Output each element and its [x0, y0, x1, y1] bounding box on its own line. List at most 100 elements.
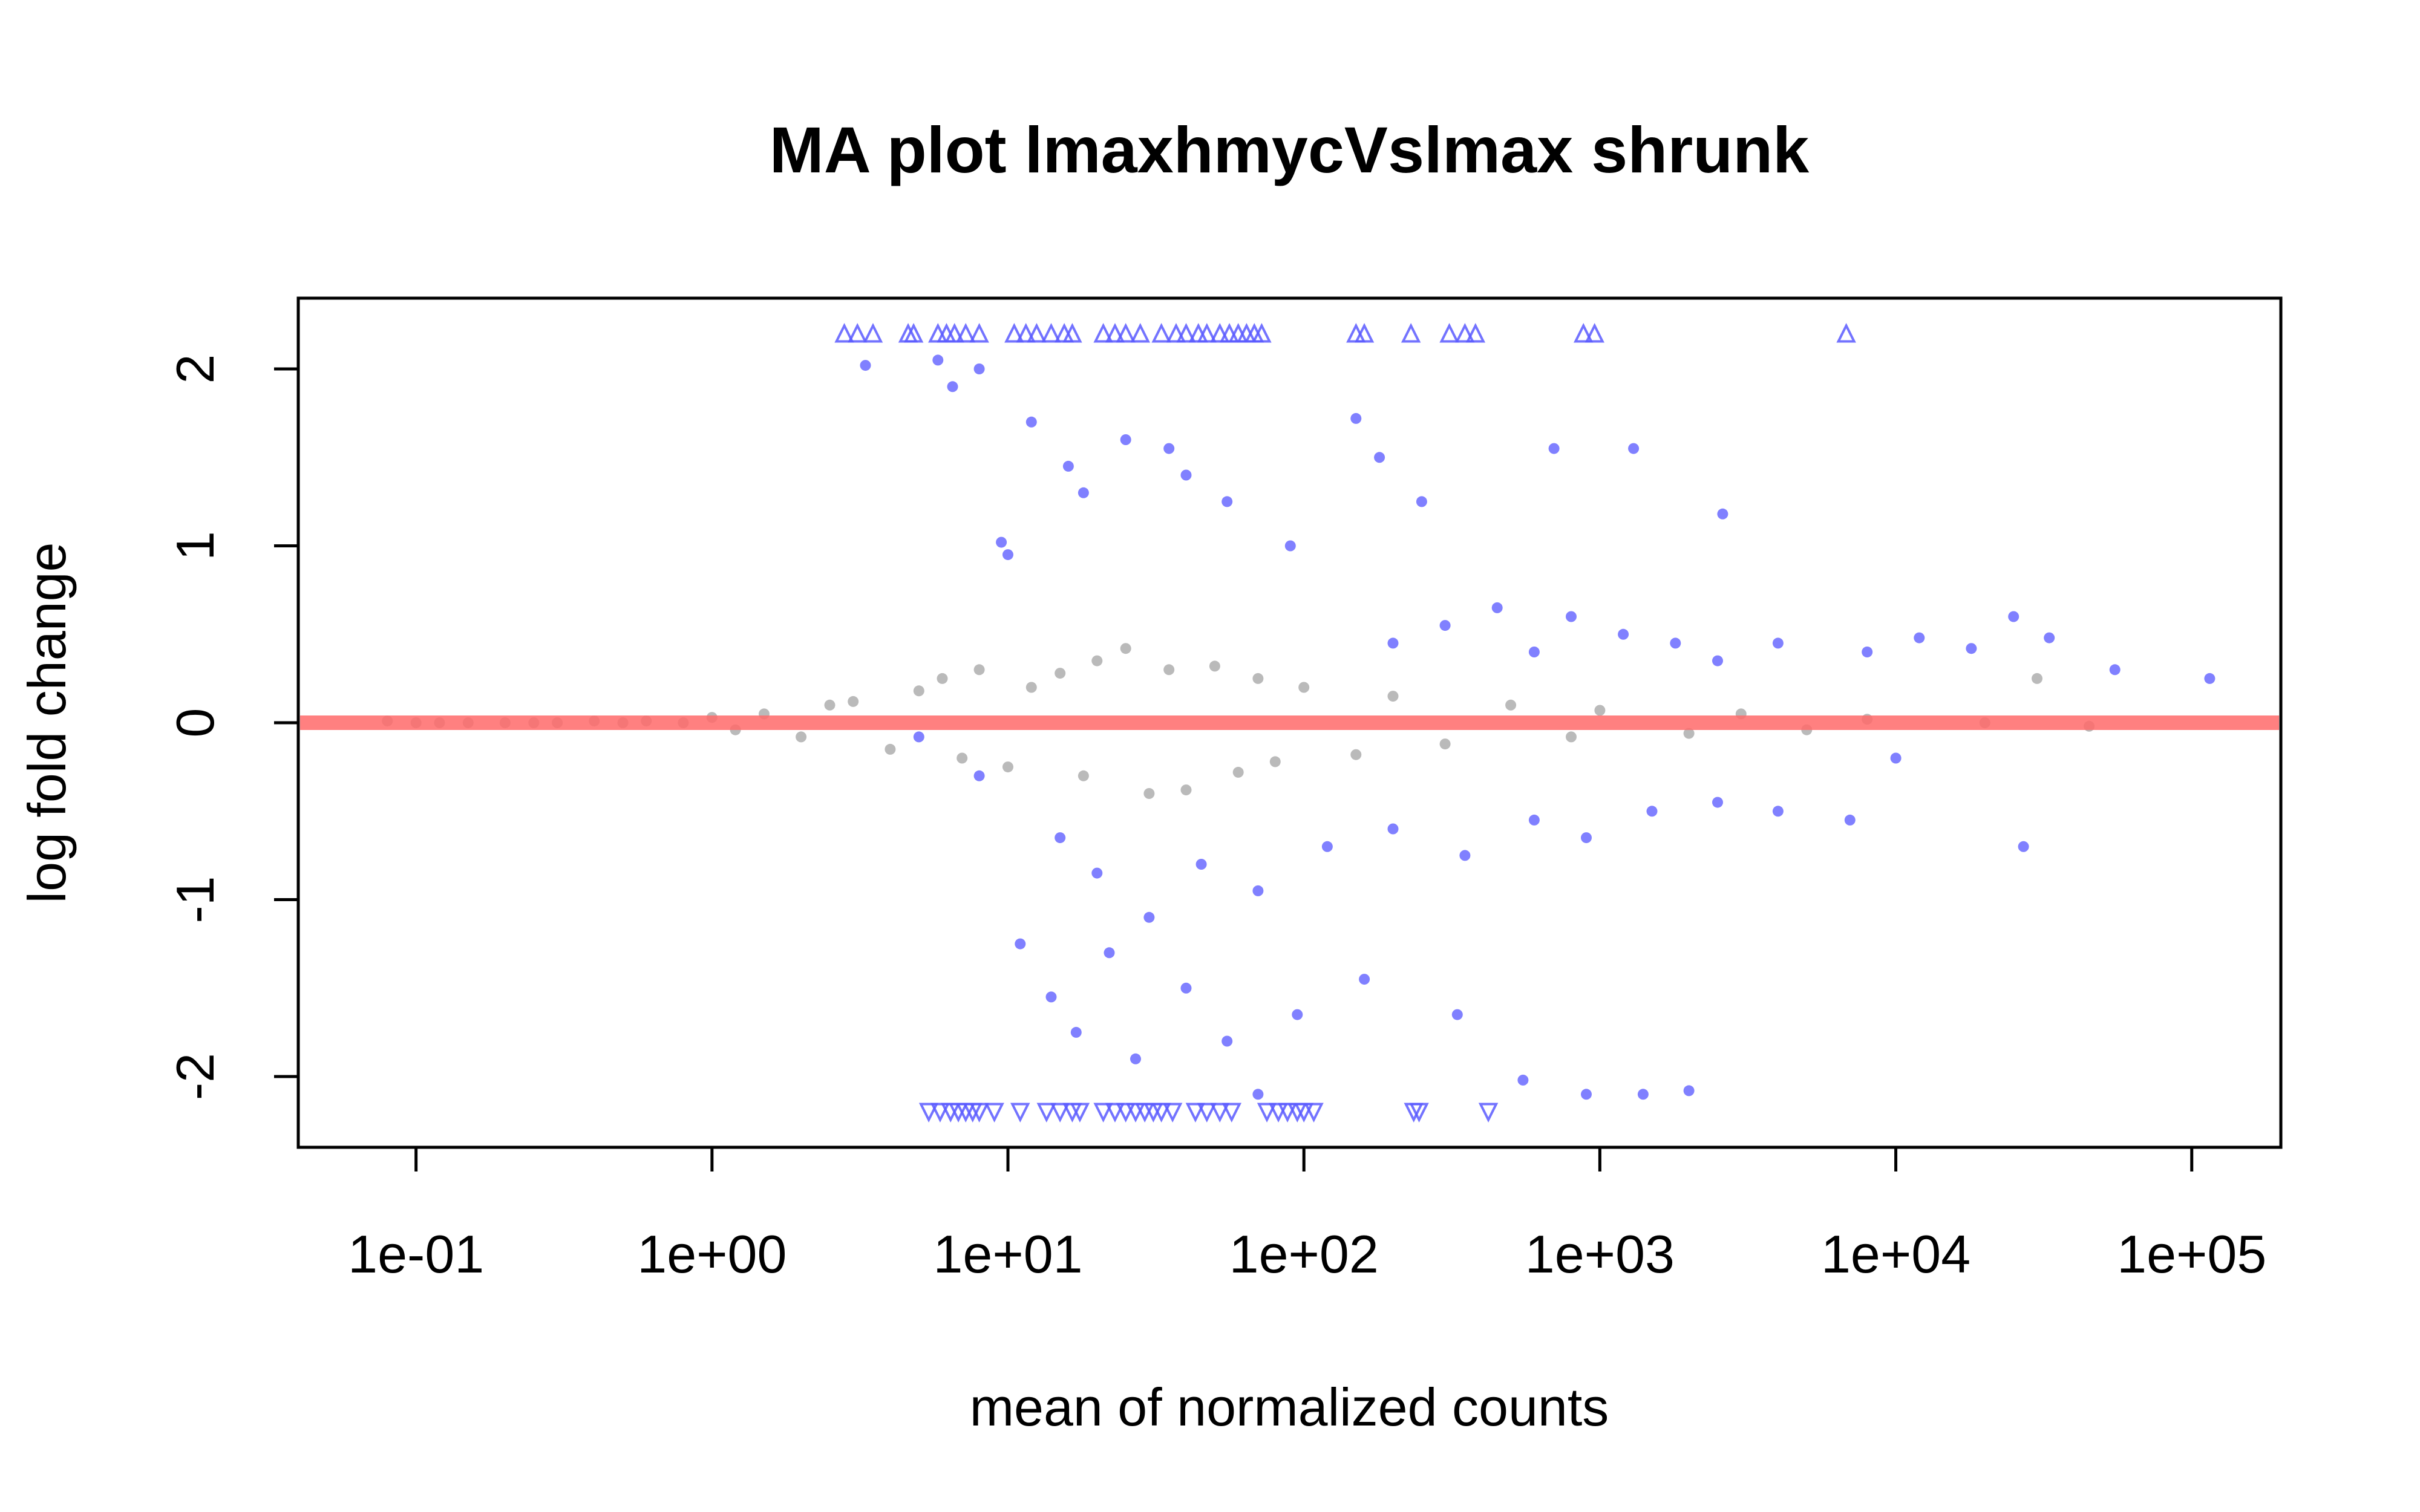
data-point	[1416, 496, 1427, 507]
data-point	[1646, 806, 1658, 817]
data-point	[996, 536, 1007, 548]
out-of-range-marker	[1016, 323, 1036, 343]
x-tick-label: 1e+04	[1821, 1224, 1970, 1284]
x-tick-label: 1e+03	[1525, 1224, 1675, 1284]
out-of-range-marker	[969, 1103, 989, 1123]
out-of-range-marker	[1252, 323, 1272, 343]
data-point	[1618, 628, 1629, 640]
data-point	[1062, 460, 1074, 472]
data-point	[1252, 1089, 1264, 1100]
out-of-range-marker	[903, 323, 924, 343]
out-of-range-marker	[930, 1103, 950, 1123]
data-point	[1143, 911, 1155, 923]
data-point	[1581, 832, 1592, 844]
out-of-range-marker	[1409, 1103, 1429, 1123]
data-point	[796, 731, 807, 743]
data-point	[1566, 611, 1577, 622]
out-of-range-marker	[1197, 1103, 1217, 1123]
out-of-range-marker	[1836, 323, 1856, 343]
out-of-range-marker	[1293, 1103, 1314, 1123]
data-point	[973, 770, 985, 781]
data-point	[932, 354, 944, 366]
data-point	[1387, 823, 1399, 835]
out-of-range-marker	[1093, 323, 1113, 343]
out-of-range-marker	[1162, 1103, 1183, 1123]
data-point	[1180, 784, 1192, 796]
data-point	[1078, 487, 1089, 498]
data-point	[885, 743, 896, 755]
data-point	[1321, 841, 1333, 852]
data-point	[1002, 549, 1013, 561]
data-point	[1350, 412, 1362, 424]
data-point	[1517, 1074, 1529, 1086]
data-point	[1078, 770, 1089, 781]
data-point	[957, 752, 968, 764]
out-of-range-marker	[1105, 1103, 1125, 1123]
y-tick-label: -2	[165, 1053, 225, 1100]
out-of-range-marker	[1151, 1103, 1171, 1123]
out-of-range-marker	[1197, 323, 1217, 343]
data-point	[1298, 682, 1310, 693]
data-point	[1163, 443, 1175, 454]
data-point	[1581, 1089, 1592, 1100]
y-tick-label: 1	[165, 531, 225, 561]
data-point	[1505, 699, 1517, 711]
data-point	[1143, 788, 1155, 799]
data-point	[1180, 469, 1192, 481]
data-point	[1252, 885, 1264, 896]
data-point	[1528, 647, 1540, 657]
out-of-range-marker	[847, 323, 868, 343]
data-point	[1548, 443, 1560, 454]
out-of-range-marker	[1116, 1103, 1136, 1123]
out-of-range-marker	[1439, 323, 1459, 343]
y-axis: -2 -1 0 1 2	[165, 354, 300, 1100]
out-of-range-marker	[1010, 1103, 1030, 1123]
out-of-range-marker	[1573, 323, 1594, 343]
data-point	[1914, 632, 1925, 644]
out-of-range-marker	[1455, 323, 1475, 343]
data-point	[1055, 832, 1066, 844]
data-point	[1350, 749, 1362, 760]
data-point	[1221, 1035, 1233, 1047]
out-of-range-marker	[1070, 1103, 1090, 1123]
data-point	[1862, 647, 1873, 657]
data-point	[1566, 731, 1577, 743]
y-tick-label: 2	[165, 354, 225, 384]
out-of-range-marker	[1221, 1103, 1242, 1123]
data-point	[1221, 496, 1233, 507]
data-point	[1180, 982, 1192, 994]
out-of-range-marker	[863, 323, 883, 343]
y-tick-label: 0	[165, 708, 225, 738]
data-point	[1252, 673, 1264, 684]
out-of-range-marker	[1166, 323, 1186, 343]
data-point	[1359, 974, 1370, 985]
out-of-range-marker	[918, 1103, 939, 1123]
out-of-range-marker	[984, 1103, 1004, 1123]
data-point	[1055, 668, 1066, 679]
data-point	[1966, 643, 1977, 654]
data-point	[1120, 434, 1131, 445]
x-tick-label: 1e+01	[933, 1224, 1082, 1284]
data-point	[1120, 643, 1131, 654]
data-point	[2008, 611, 2019, 622]
out-of-range-marker	[1004, 323, 1024, 343]
data-point	[1130, 1053, 1141, 1064]
data-point	[1683, 728, 1695, 739]
data-point	[1195, 859, 1207, 870]
data-point	[1025, 416, 1037, 428]
x-tick-label: 1e-01	[348, 1224, 484, 1284]
out-of-range-marker	[1105, 323, 1125, 343]
out-of-range-marker	[1210, 323, 1230, 343]
chart-title: MA plot lmaxhmycVslmax shrunk	[770, 113, 1810, 186]
out-of-range-marker	[1027, 323, 1047, 343]
data-point	[1292, 1009, 1303, 1020]
data-point	[937, 673, 948, 684]
data-point	[2109, 664, 2121, 676]
data-point	[1284, 540, 1296, 552]
data-point	[1683, 1085, 1695, 1097]
out-of-range-marker	[1401, 323, 1421, 343]
data-point	[1163, 664, 1175, 676]
data-point	[1070, 1026, 1082, 1038]
data-point	[1594, 705, 1606, 716]
